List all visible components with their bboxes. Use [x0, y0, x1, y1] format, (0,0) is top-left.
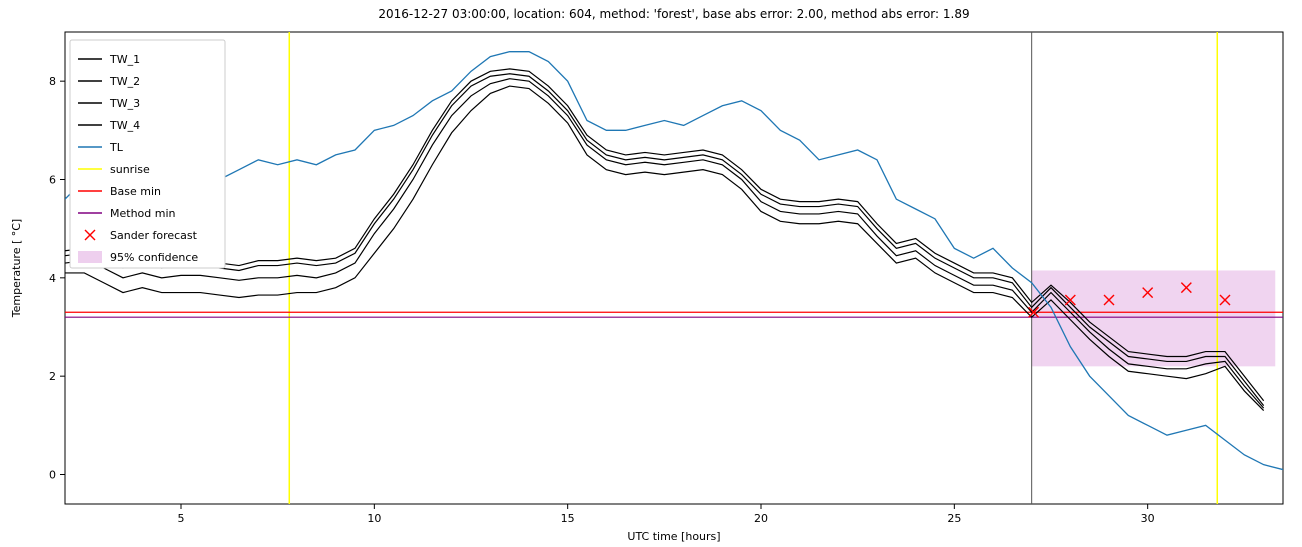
- legend-label: TW_3: [109, 97, 140, 110]
- chart-container: 2016-12-27 03:00:00, location: 604, meth…: [0, 0, 1302, 547]
- legend: TW_1 TW_2 TW_3 TW_4 TL sunrise Base min Method …: [70, 40, 225, 268]
- legend-label: Base min: [110, 185, 161, 198]
- y-axis-label: Temperature [ °C]: [10, 219, 23, 318]
- y-tick-label: 0: [49, 469, 56, 482]
- x-axis-label: UTC time [hours]: [627, 530, 720, 543]
- legend-label: TL: [109, 141, 124, 154]
- x-tick-label: 10: [367, 512, 381, 525]
- legend-label: sunrise: [110, 163, 150, 176]
- x-tick-label: 15: [561, 512, 575, 525]
- legend-label: Sander forecast: [110, 229, 198, 242]
- chart-title: 2016-12-27 03:00:00, location: 604, meth…: [378, 7, 969, 21]
- plot-contents: [65, 32, 1283, 504]
- legend-label: TW_1: [109, 53, 140, 66]
- confidence-patch: [1032, 270, 1276, 366]
- chart-svg: 2016-12-27 03:00:00, location: 604, meth…: [0, 0, 1302, 547]
- x-tick-label: 30: [1141, 512, 1155, 525]
- legend-label: TW_4: [109, 119, 140, 132]
- legend-label: Method min: [110, 207, 176, 220]
- x-tick-label: 25: [947, 512, 961, 525]
- legend-swatch: [78, 251, 102, 263]
- x-tick-label: 5: [178, 512, 185, 525]
- y-tick-label: 6: [49, 174, 56, 187]
- y-tick-label: 8: [49, 75, 56, 88]
- x-tick-label: 20: [754, 512, 768, 525]
- legend-label: TW_2: [109, 75, 140, 88]
- legend-label: 95% confidence: [110, 251, 198, 264]
- y-tick-label: 4: [49, 272, 56, 285]
- y-tick-label: 2: [49, 370, 56, 383]
- series-TL: [65, 52, 1283, 470]
